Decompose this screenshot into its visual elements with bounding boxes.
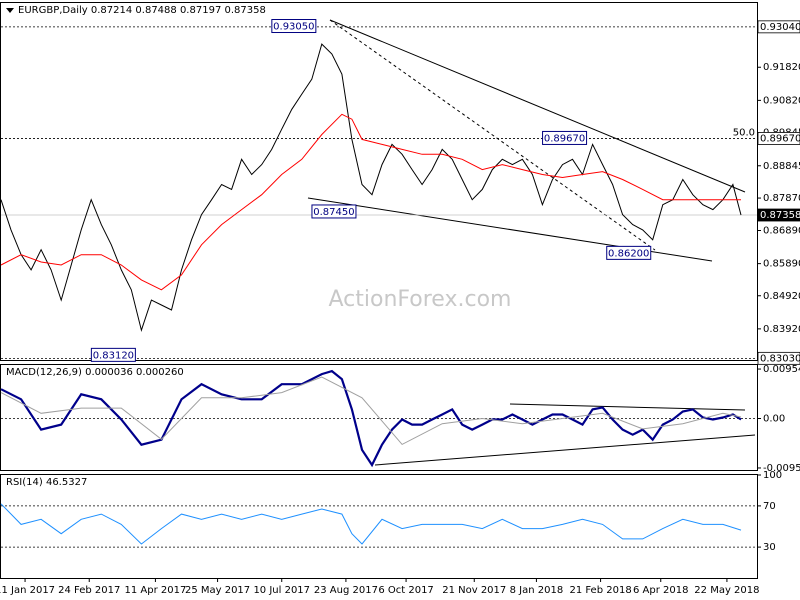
series-line	[0, 369, 742, 468]
x-tick-label: 22 May 2018	[694, 585, 759, 596]
frames	[0, 2, 758, 579]
series-line	[0, 376, 742, 446]
annotation-label: 0.83120	[93, 350, 134, 361]
x-tick-label: 8 Jan 2018	[510, 585, 564, 596]
annotation-box	[542, 130, 588, 145]
y-tick-label: -0.009538	[763, 463, 800, 474]
level-label-box	[757, 132, 800, 145]
annotation-label: 0.87450	[313, 207, 354, 218]
x-tick-label: 21 Nov 2017	[442, 585, 506, 596]
y-tick-label: 0.00954	[763, 364, 800, 375]
y-tick-label: 100	[763, 470, 782, 481]
trend-line	[329, 19, 656, 251]
x-tick-label: 23 Aug 2017	[314, 585, 378, 596]
annotation-box	[271, 19, 317, 34]
x-tick-label: 25 May 2017	[185, 585, 250, 596]
trend-line	[374, 434, 756, 466]
main-frame	[0, 2, 758, 361]
macd-frame	[0, 364, 758, 471]
x-tick-label: 6 Apr 2018	[633, 585, 688, 596]
series-line	[0, 43, 742, 332]
annotation-box	[311, 204, 357, 219]
x-tick-label: 6 Oct 2017	[378, 585, 433, 596]
annotation-label: 0.89670	[544, 133, 585, 144]
menu-arrow	[6, 8, 14, 13]
main-title: EURGBP,Daily 0.87214 0.87488 0.87197 0.8…	[18, 5, 266, 16]
x-tick-label: 11 Jan 2017	[0, 585, 55, 596]
annotation-label: 0.86200	[608, 248, 649, 259]
y-tick-label: 0.88845	[763, 161, 800, 172]
level-label: 0.93040	[760, 22, 800, 33]
level-label-box	[757, 351, 800, 365]
level-label-box	[757, 208, 800, 222]
y-tick-label: 0.00	[763, 414, 785, 425]
y-tick-label: 30	[763, 542, 776, 553]
macd-title: MACD(12,26,9) 0.000036 0.000260	[6, 367, 184, 378]
annotation-label: 0.93050	[273, 22, 314, 33]
x-tick-label: 21 Feb 2018	[569, 585, 631, 596]
trend-line	[509, 403, 746, 411]
level-label-box	[757, 20, 800, 34]
series-line	[0, 113, 741, 291]
rsi-title: RSI(14) 46.5327	[6, 477, 87, 488]
rsi-frame	[0, 474, 758, 579]
x-tick-label: 24 Feb 2017	[58, 585, 120, 596]
series-line	[0, 503, 742, 545]
y-tick-label: 70	[763, 501, 776, 512]
x-tick-label: 11 Apr 2017	[124, 585, 186, 596]
level-label: 0.89670	[760, 133, 800, 144]
annotation-box	[90, 347, 136, 362]
level-label: 0.83030	[760, 353, 800, 364]
x-tick-label: 10 Jul 2017	[253, 585, 310, 596]
fib-label: 50.0	[733, 127, 755, 138]
annotation-box	[606, 245, 652, 260]
level-label: 0.87358	[760, 210, 800, 221]
trend-line	[329, 19, 746, 193]
watermark: ActionForex.com	[329, 287, 512, 312]
